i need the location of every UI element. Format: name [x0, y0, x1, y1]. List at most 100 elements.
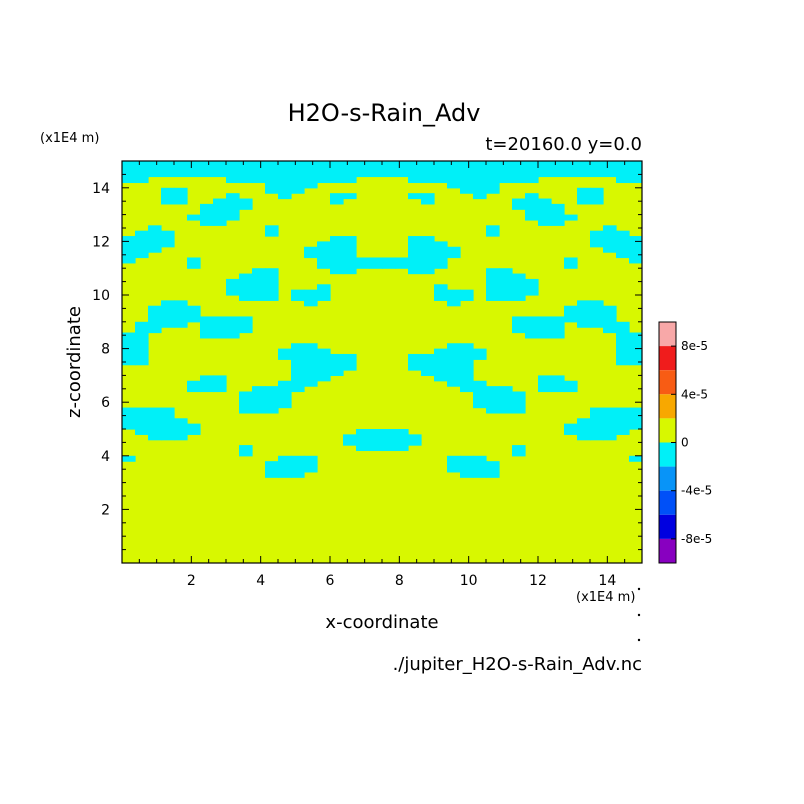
field-cell: [148, 236, 162, 242]
field-cell: [330, 236, 344, 242]
field-cell: [499, 177, 513, 184]
field-cell: [317, 359, 331, 366]
field-cell: [291, 380, 305, 387]
field-cell: [551, 316, 565, 323]
field-cell: [161, 236, 175, 242]
field-cell: [278, 182, 292, 189]
field-cell: [603, 434, 617, 441]
field-cell: [317, 262, 331, 269]
field-cell: [330, 268, 344, 275]
field-cell: [382, 434, 396, 441]
field-cell: [343, 359, 357, 366]
contour-field: [122, 161, 642, 563]
field-cell: [213, 316, 227, 323]
field-cell: [161, 198, 175, 205]
x-tick-label: 8: [395, 573, 404, 589]
colorbar-label: -4e-5: [681, 484, 712, 498]
field-cell: [265, 471, 279, 478]
field-cell: [460, 359, 474, 366]
field-cell: [616, 230, 630, 237]
field-cell: [135, 252, 149, 259]
field-cell: [447, 364, 461, 371]
field-cell: [213, 332, 227, 339]
field-cell: [304, 461, 318, 468]
field-cell: [421, 359, 435, 366]
field-cell: [460, 353, 474, 360]
field-cell: [434, 246, 448, 253]
field-cell: [200, 219, 214, 226]
field-cell: [135, 241, 149, 248]
field-cell: [616, 359, 630, 366]
field-cell: [473, 182, 487, 189]
field-cell: [564, 214, 578, 221]
field-cell: [304, 353, 318, 360]
field-cell: [200, 332, 214, 339]
field-cell: [577, 300, 591, 307]
field-cell: [200, 214, 214, 221]
field-cell: [161, 429, 175, 435]
field-cell: [408, 434, 422, 441]
field-cell: [460, 343, 474, 350]
field-cell: [330, 246, 344, 253]
field-cell: [291, 187, 305, 194]
field-cell: [161, 311, 175, 318]
field-cell: [343, 439, 357, 446]
field-cell: [447, 353, 461, 360]
field-cell: [174, 418, 188, 425]
field-cell: [460, 466, 474, 473]
field-cell: [629, 455, 642, 462]
field-cell: [629, 418, 642, 425]
field-cell: [473, 391, 487, 398]
field-cell: [161, 241, 175, 248]
field-cell: [434, 257, 448, 264]
field-cell: [577, 187, 591, 194]
field-cell: [460, 455, 474, 462]
field-cell: [304, 182, 318, 189]
field-cell: [603, 407, 617, 414]
field-cell: [616, 343, 630, 350]
field-cell: [590, 198, 604, 205]
field-cell: [252, 295, 266, 301]
field-cell: [408, 236, 422, 242]
field-cell: [343, 257, 357, 264]
field-cell: [265, 284, 279, 291]
field-cell: [629, 343, 642, 350]
field-cell: [135, 343, 149, 350]
field-cell: [447, 370, 461, 376]
field-cell: [538, 375, 552, 382]
field-cell: [603, 423, 617, 430]
field-cell: [369, 262, 383, 269]
field-cell: [486, 402, 500, 409]
field-cell: [473, 396, 487, 403]
field-cell: [590, 407, 604, 414]
field-cell: [226, 198, 240, 205]
field-cell: [135, 412, 149, 419]
field-cell: [304, 252, 318, 259]
field-cell: [551, 219, 565, 226]
field-cell: [499, 284, 513, 291]
field-cell: [447, 246, 461, 253]
field-cell: [499, 295, 513, 301]
field-cell: [200, 327, 214, 334]
field-cell: [473, 193, 487, 200]
field-cell: [161, 316, 175, 323]
field-cell: [343, 236, 357, 242]
field-cell: [551, 203, 565, 210]
field-cell: [265, 177, 279, 184]
field-cell: [161, 193, 175, 200]
field-cell: [382, 445, 396, 452]
field-cell: [460, 370, 474, 376]
field-cell: [577, 311, 591, 318]
field-cell: [278, 455, 292, 462]
field-cell: [486, 278, 500, 285]
field-cell: [278, 380, 292, 387]
field-cell: [434, 252, 448, 259]
field-cell: [304, 364, 318, 371]
field-cell: [473, 353, 487, 360]
field-cell: [577, 423, 591, 430]
colorbar-segment: [659, 466, 676, 491]
field-cell: [291, 471, 305, 478]
chart-subtitle: t=20160.0 y=0.0: [485, 134, 642, 155]
field-cell: [564, 423, 578, 430]
field-cell: [304, 375, 318, 382]
